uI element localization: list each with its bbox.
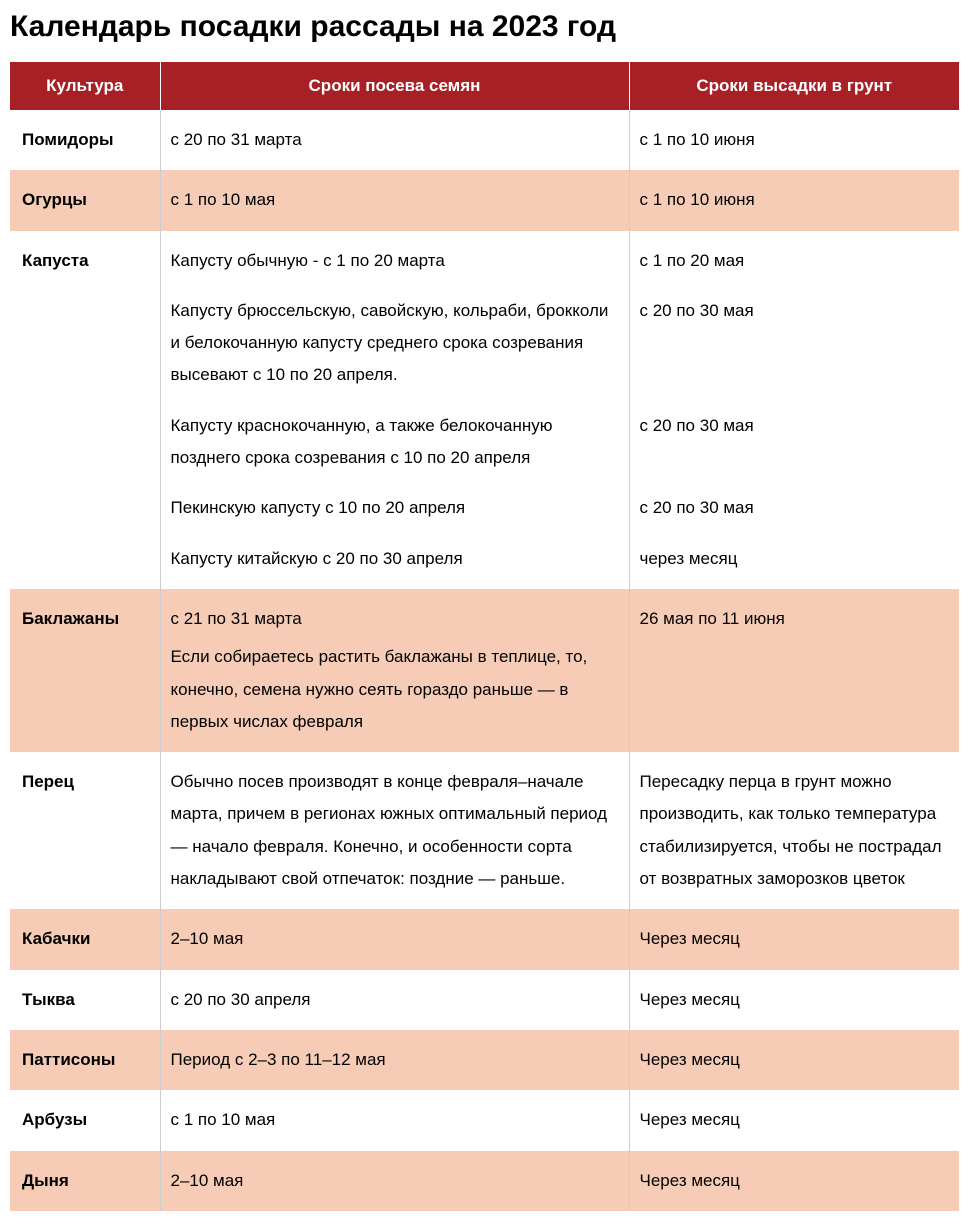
cell-sow: с 1 по 10 мая <box>160 1090 629 1150</box>
sow-entry: 2–10 мая <box>171 1165 613 1197</box>
cell-plant: Через месяц <box>629 909 959 969</box>
plant-entry: с 20 по 30 мая <box>640 410 944 475</box>
cell-culture: Арбузы <box>10 1090 160 1150</box>
sow-entry: Капусту краснокочанную, а также белокоча… <box>171 410 613 475</box>
cell-plant: Через месяц <box>629 1151 959 1211</box>
cell-sow: Период с 2–3 по 11–12 мая <box>160 1030 629 1090</box>
table-row: Дыня 2–10 мая Через месяц <box>10 1151 959 1211</box>
cell-plant: Через месяц <box>629 970 959 1030</box>
cell-plant: с 1 по 10 июня <box>629 110 959 170</box>
cell-culture: Баклажаны <box>10 589 160 752</box>
plant-entry: с 1 по 10 июня <box>640 184 944 216</box>
sow-entry: Капусту китайскую с 20 по 30 апреля <box>171 543 613 575</box>
cell-plant: 26 мая по 11 июня <box>629 589 959 752</box>
cell-culture: Кабачки <box>10 909 160 969</box>
sow-entry: Капусту обычную - с 1 по 20 марта <box>171 245 613 277</box>
cell-plant: Через месяц <box>629 1030 959 1090</box>
col-header-culture: Культура <box>10 62 160 110</box>
plant-entry: Через месяц <box>640 984 944 1016</box>
table-header-row: Культура Сроки посева семян Сроки высадк… <box>10 62 959 110</box>
plant-entry: Через месяц <box>640 1104 944 1136</box>
table-row: ПерецОбычно посев производят в конце фев… <box>10 752 959 909</box>
sow-entry: с 1 по 10 мая <box>171 184 613 216</box>
cell-plant: с 1 по 10 июня <box>629 170 959 230</box>
cell-culture: Тыква <box>10 970 160 1030</box>
cell-culture: Огурцы <box>10 170 160 230</box>
cell-sow: с 20 по 31 марта <box>160 110 629 170</box>
cell-plant: с 1 по 20 мая с 20 по 30 мая с 20 по 30 ма… <box>629 231 959 589</box>
table-row: КапустаКапусту обычную - с 1 по 20 марта… <box>10 231 959 589</box>
sow-note: Если собираетесь растить баклажаны в теп… <box>171 641 613 738</box>
page-title: Календарь посадки рассады на 2023 год <box>10 10 959 44</box>
plant-entry: через месяц <box>640 543 944 575</box>
sow-entry: с 20 по 30 апреля <box>171 984 613 1016</box>
table-row: Паттисоны Период с 2–3 по 11–12 мая Через … <box>10 1030 959 1090</box>
sow-entry: с 20 по 31 марта <box>171 124 613 156</box>
plant-entry: с 1 по 10 июня <box>640 124 944 156</box>
col-header-sow: Сроки посева семян <box>160 62 629 110</box>
cell-culture: Перец <box>10 752 160 909</box>
table-row: Помидоры с 20 по 31 марта с 1 по 10 июня <box>10 110 959 170</box>
cell-sow: с 20 по 30 апреля <box>160 970 629 1030</box>
plant-entry: Через месяц <box>640 1165 944 1197</box>
cell-sow: Капусту обычную - с 1 по 20 марта Капусту… <box>160 231 629 589</box>
cell-sow: с 1 по 10 мая <box>160 170 629 230</box>
sow-entry: Капусту брюссельскую, савойскую, кольраб… <box>171 295 613 392</box>
plant-entry: Через месяц <box>640 923 944 955</box>
col-header-plant: Сроки высадки в грунт <box>629 62 959 110</box>
cell-sow: 2–10 мая <box>160 909 629 969</box>
sow-entry: Пекинскую капусту с 10 по 20 апреля <box>171 492 613 524</box>
table-row: Баклажаныс 21 по 31 мартаЕсли собираетес… <box>10 589 959 752</box>
plant-entry: Через месяц <box>640 1044 944 1076</box>
plant-entry: 26 мая по 11 июня <box>640 603 944 635</box>
sow-entry: с 1 по 10 мая <box>171 1104 613 1136</box>
plant-entry: с 20 по 30 мая <box>640 295 944 392</box>
sow-entry: 2–10 мая <box>171 923 613 955</box>
sow-entry: Период с 2–3 по 11–12 мая <box>171 1044 613 1076</box>
table-row: Кабачки 2–10 мая Через месяц <box>10 909 959 969</box>
table-row: Огурцы с 1 по 10 мая с 1 по 10 июня <box>10 170 959 230</box>
plant-entry: с 1 по 20 мая <box>640 245 944 277</box>
cell-sow: 2–10 мая <box>160 1151 629 1211</box>
plant-entry: Пересадку перца в грунт можно производит… <box>640 766 944 895</box>
planting-table: Культура Сроки посева семян Сроки высадк… <box>10 62 959 1211</box>
cell-culture: Капуста <box>10 231 160 589</box>
cell-sow: с 21 по 31 мартаЕсли собираетесь растить… <box>160 589 629 752</box>
cell-sow: Обычно посев производят в конце февраля–… <box>160 752 629 909</box>
cell-culture: Паттисоны <box>10 1030 160 1090</box>
cell-culture: Помидоры <box>10 110 160 170</box>
sow-entry: с 21 по 31 мартаЕсли собираетесь растить… <box>171 603 613 738</box>
cell-culture: Дыня <box>10 1151 160 1211</box>
plant-entry: с 20 по 30 мая <box>640 492 944 524</box>
table-row: Арбузы с 1 по 10 мая Через месяц <box>10 1090 959 1150</box>
table-row: Тыква с 20 по 30 апреля Через месяц <box>10 970 959 1030</box>
sow-entry: Обычно посев производят в конце февраля–… <box>171 766 613 895</box>
cell-plant: Через месяц <box>629 1090 959 1150</box>
cell-plant: Пересадку перца в грунт можно производит… <box>629 752 959 909</box>
